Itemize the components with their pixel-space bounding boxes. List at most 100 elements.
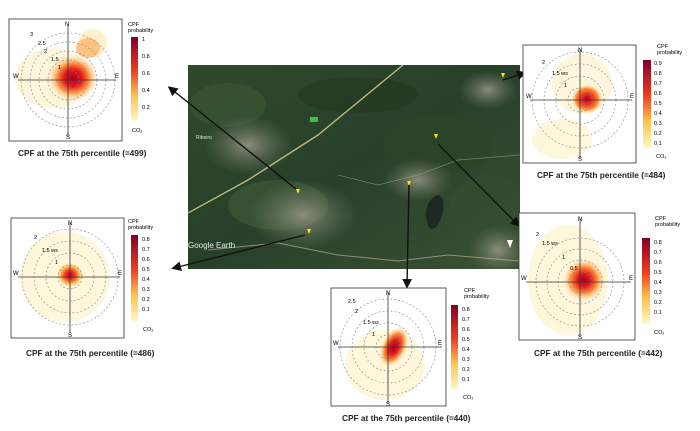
svg-text:0.3: 0.3 <box>654 290 662 296</box>
compass-e: E <box>438 341 442 347</box>
ring-label: 1.5 ws <box>552 71 568 77</box>
cpf-polar-plot-5: N S E W 2.5 2 1.5 ws 1 CPF probability 0… <box>330 287 489 408</box>
cpf-polar-plot-2: N S E W 2 1.5 ws 1 CPF probability 0.9 0… <box>522 44 682 164</box>
svg-text:0.6: 0.6 <box>142 257 150 263</box>
svg-text:0.2: 0.2 <box>462 367 470 373</box>
svg-text:0.1: 0.1 <box>654 310 662 316</box>
svg-text:0.1: 0.1 <box>142 307 150 313</box>
ring-label: 1 <box>562 255 565 261</box>
arrow-to-panel-5 <box>402 184 413 289</box>
svg-text:0.5: 0.5 <box>654 270 662 276</box>
legend-title-line1: CPF <box>464 288 476 294</box>
legend-title-line1: CPF <box>657 44 669 50</box>
legend-ticks: 0.8 0.7 0.6 0.5 0.4 0.3 0.2 0.1 <box>654 240 662 316</box>
svg-text:0.6: 0.6 <box>462 327 470 333</box>
compass-s: S <box>66 135 70 141</box>
legend-ticks: 1 0.8 0.6 0.4 0.2 <box>142 37 150 111</box>
svg-text:0.3: 0.3 <box>654 121 662 127</box>
ring-label: 1.5 ws <box>42 248 58 254</box>
compass-e: E <box>118 271 122 277</box>
svg-text:0.2: 0.2 <box>142 297 150 303</box>
compass-s: S <box>68 333 72 339</box>
svg-text:0.8: 0.8 <box>142 54 150 60</box>
ring-label: 2.5 <box>348 299 356 305</box>
compass-w: W <box>13 271 19 277</box>
svg-text:0.4: 0.4 <box>654 280 662 286</box>
legend-unit: CO₂ <box>132 128 142 134</box>
svg-text:0.8: 0.8 <box>142 237 150 243</box>
legend-title-line2: probability <box>128 28 153 34</box>
legend-title-line2: probability <box>655 222 680 228</box>
svg-text:0.3: 0.3 <box>462 357 470 363</box>
svg-text:0.1: 0.1 <box>462 377 470 383</box>
ring-label: 2 <box>44 49 47 55</box>
svg-text:0.6: 0.6 <box>654 260 662 266</box>
satellite-map: Google Earth Ribeiro <box>188 65 520 269</box>
compass-e: E <box>115 74 119 80</box>
svg-text:0.7: 0.7 <box>462 317 470 323</box>
compass-e: E <box>629 276 633 282</box>
legend-title-line1: CPF <box>655 216 667 222</box>
legend-ticks: 0.8 0.7 0.6 0.5 0.4 0.3 0.2 0.1 <box>142 237 150 313</box>
ring-label: 1 <box>564 83 567 89</box>
svg-text:0.7: 0.7 <box>654 81 662 87</box>
compass-n: N <box>68 221 72 227</box>
svg-text:0.3: 0.3 <box>142 287 150 293</box>
arrow-to-panel-1 <box>167 86 297 190</box>
compass-e: E <box>630 94 634 100</box>
svg-text:0.2: 0.2 <box>654 131 662 137</box>
svg-text:0.4: 0.4 <box>654 111 662 117</box>
svg-text:0.9: 0.9 <box>654 61 662 67</box>
svg-text:0.2: 0.2 <box>142 105 150 111</box>
svg-text:0.8: 0.8 <box>462 307 470 313</box>
legend-title-line1: CPF <box>128 22 140 28</box>
svg-text:0.6: 0.6 <box>654 91 662 97</box>
svg-text:0.7: 0.7 <box>142 247 150 253</box>
ring-label: 2.5 <box>38 41 46 47</box>
compass-n: N <box>65 22 69 28</box>
ring-label: 1 <box>55 260 58 266</box>
svg-text:0.6: 0.6 <box>142 71 150 77</box>
svg-text:0.1: 0.1 <box>654 141 662 147</box>
compass-w: W <box>333 341 339 347</box>
legend-title-line1: CPF <box>128 219 140 225</box>
compass-w: W <box>526 94 532 100</box>
cpf-polar-plot-1: N S E W 3 2.5 2 1.5 1 CPF probability 1 … <box>8 18 153 142</box>
arrow-to-panel-4 <box>437 143 520 227</box>
svg-text:0.4: 0.4 <box>462 347 470 353</box>
compass-n: N <box>578 48 582 54</box>
compass-w: W <box>521 276 527 282</box>
legend-title-line2: probability <box>657 50 682 56</box>
panel-1-caption: CPF at the 75th percentile (=499) <box>18 148 147 158</box>
panel-2-caption: CPF at the 75th percentile (=484) <box>537 170 666 180</box>
legend-ticks: 0.8 0.7 0.6 0.5 0.4 0.3 0.2 0.1 <box>462 307 470 383</box>
svg-text:0.5: 0.5 <box>654 101 662 107</box>
compass-s: S <box>386 402 390 408</box>
legend-ticks: 0.9 0.8 0.7 0.6 0.5 0.4 0.3 0.2 0.1 <box>654 61 662 147</box>
ring-label: 2 <box>34 235 37 241</box>
legend-unit: CO₂ <box>656 154 666 160</box>
map-watermark: Google Earth <box>188 241 235 250</box>
compass-s: S <box>578 335 582 341</box>
ring-label: 1 <box>372 332 375 338</box>
cpf-polar-plot-3: N S E W 2 1.5 ws 1 CPF probability 0.8 0… <box>10 217 153 339</box>
svg-text:0.2: 0.2 <box>654 300 662 306</box>
legend-title-line2: probability <box>128 225 153 231</box>
ring-label: 1.5 ws <box>542 241 558 247</box>
map-town-label: Ribeiro <box>196 135 212 141</box>
ring-label: 3 <box>30 32 33 38</box>
compass-w: W <box>13 74 19 80</box>
legend-unit: CO₂ <box>654 330 664 336</box>
panel-5-caption: CPF at the 75th percentile (=440) <box>342 413 471 423</box>
svg-text:0.7: 0.7 <box>654 250 662 256</box>
arrow-to-panel-2 <box>502 70 527 81</box>
svg-text:0.4: 0.4 <box>142 88 150 94</box>
ring-label: 2 <box>355 309 358 315</box>
legend-unit: CO₂ <box>463 395 473 401</box>
cpf-polar-plot-4: N S E W 2 1.5 ws 1 0.5 CPF probability 0… <box>518 212 680 341</box>
ring-label: 1 <box>58 65 61 71</box>
compass-n: N <box>386 291 390 297</box>
svg-text:0.8: 0.8 <box>654 240 662 246</box>
compass-s: S <box>578 157 582 163</box>
